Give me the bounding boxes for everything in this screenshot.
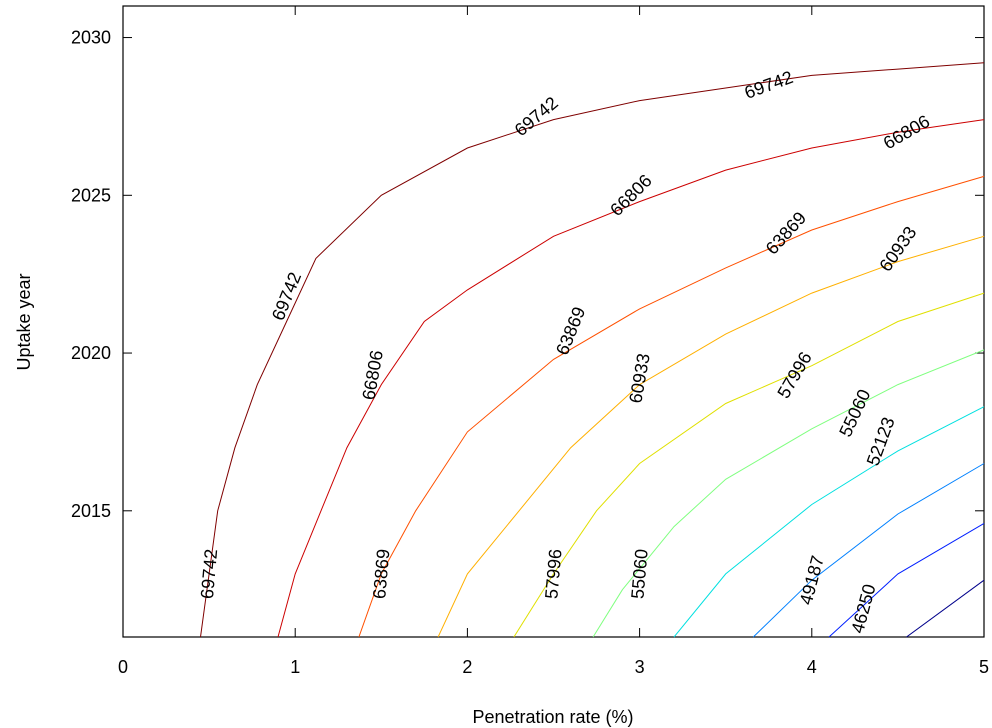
x-tick-label: 2 <box>462 657 472 677</box>
y-tick-label: 2030 <box>71 28 111 48</box>
contour-label-60933: 60933 <box>875 223 920 275</box>
contour-line-43314 <box>906 579 985 638</box>
contour-label-57996: 57996 <box>541 548 565 600</box>
contour-label-55060: 55060 <box>627 548 651 600</box>
contour-labels: 69742 69742 69742 69742 66806 66806 66806 63869… <box>197 67 933 635</box>
contour-line-63869 <box>358 175 985 638</box>
contour-label-46250: 46250 <box>847 582 879 636</box>
y-tick-label: 2015 <box>71 501 111 521</box>
y-axis-label: Uptake year <box>14 273 34 370</box>
contour-line-55060 <box>592 349 985 638</box>
contour-label-63869: 63869 <box>369 548 393 600</box>
contour-label-66806: 66806 <box>606 171 656 221</box>
contour-label-63869: 63869 <box>552 304 589 358</box>
x-tick-label: 3 <box>635 657 645 677</box>
contour-label-66806: 66806 <box>359 349 387 402</box>
y-axis: 2015 2020 2025 2030 <box>71 28 984 521</box>
contour-line-66806 <box>277 119 985 638</box>
contour-line-60933 <box>437 235 985 638</box>
contour-label-49187: 49187 <box>796 553 828 607</box>
contour-label-55060: 55060 <box>835 386 874 440</box>
contour-line-52123 <box>673 406 985 638</box>
contour-line-69742 <box>200 62 985 638</box>
plot-area <box>122 5 985 638</box>
contour-label-52123: 52123 <box>863 414 899 468</box>
contour-label-66806: 66806 <box>880 111 933 153</box>
y-tick-label: 2020 <box>71 343 111 363</box>
contour-label-57996: 57996 <box>773 348 815 401</box>
contour-label-63869: 63869 <box>762 208 810 259</box>
contour-line-46250 <box>828 522 985 638</box>
x-tick-label: 5 <box>979 657 989 677</box>
contour-lines <box>200 62 985 638</box>
y-tick-label: 2025 <box>71 185 111 205</box>
contour-label-60933: 60933 <box>625 352 653 405</box>
contour-line-49187 <box>752 463 985 638</box>
x-tick-label: 1 <box>290 657 300 677</box>
x-tick-label: 4 <box>807 657 817 677</box>
contour-line-57996 <box>513 292 985 638</box>
x-tick-label: 0 <box>118 657 128 677</box>
contour-label-69742: 69742 <box>268 269 305 323</box>
x-axis: 0 1 2 3 4 5 <box>118 6 989 677</box>
contour-label-69742: 69742 <box>511 93 562 141</box>
contour-label-69742: 69742 <box>742 67 796 103</box>
contour-label-69742: 69742 <box>197 548 221 600</box>
x-axis-label: Penetration rate (%) <box>472 707 633 727</box>
